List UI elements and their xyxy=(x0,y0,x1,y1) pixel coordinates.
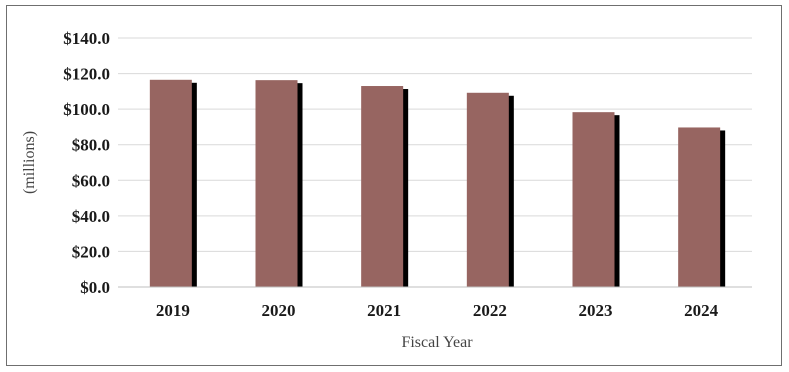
gridlines xyxy=(118,37,752,252)
x-tick-label: 2020 xyxy=(262,301,296,320)
x-axis-title: Fiscal Year xyxy=(401,334,473,351)
x-tick-label: 2024 xyxy=(684,301,719,320)
y-tick-label: $20.0 xyxy=(72,242,110,261)
bar-2020 xyxy=(255,80,298,287)
x-tick-label: 2019 xyxy=(156,301,190,320)
bar-2019 xyxy=(149,79,192,288)
bar-2022 xyxy=(466,92,509,287)
x-tick-label: 2023 xyxy=(579,301,613,320)
x-tick-label: 2021 xyxy=(367,301,401,320)
y-axis-title: (millions) xyxy=(21,131,38,194)
bars xyxy=(149,79,726,288)
y-tick-label: $80.0 xyxy=(72,136,110,155)
y-tick-label: $40.0 xyxy=(72,207,110,226)
y-tick-label: $140.0 xyxy=(63,29,110,48)
y-tick-labels: $0.0 $20.0 $40.0 $60.0 $80.0 $100.0 $120.0 $140… xyxy=(63,29,110,297)
y-tick-label: $0.0 xyxy=(80,278,110,297)
bar-2021 xyxy=(361,86,404,288)
x-tick-label: 2022 xyxy=(473,301,507,320)
y-tick-label: $60.0 xyxy=(72,171,110,190)
bar-2023 xyxy=(572,112,615,287)
x-tick-labels: 2019 2020 2021 2022 2023 2024 xyxy=(156,301,719,320)
y-tick-label: $120.0 xyxy=(63,65,110,84)
y-tick-label: $100.0 xyxy=(63,100,110,119)
bar-2024 xyxy=(678,127,721,287)
